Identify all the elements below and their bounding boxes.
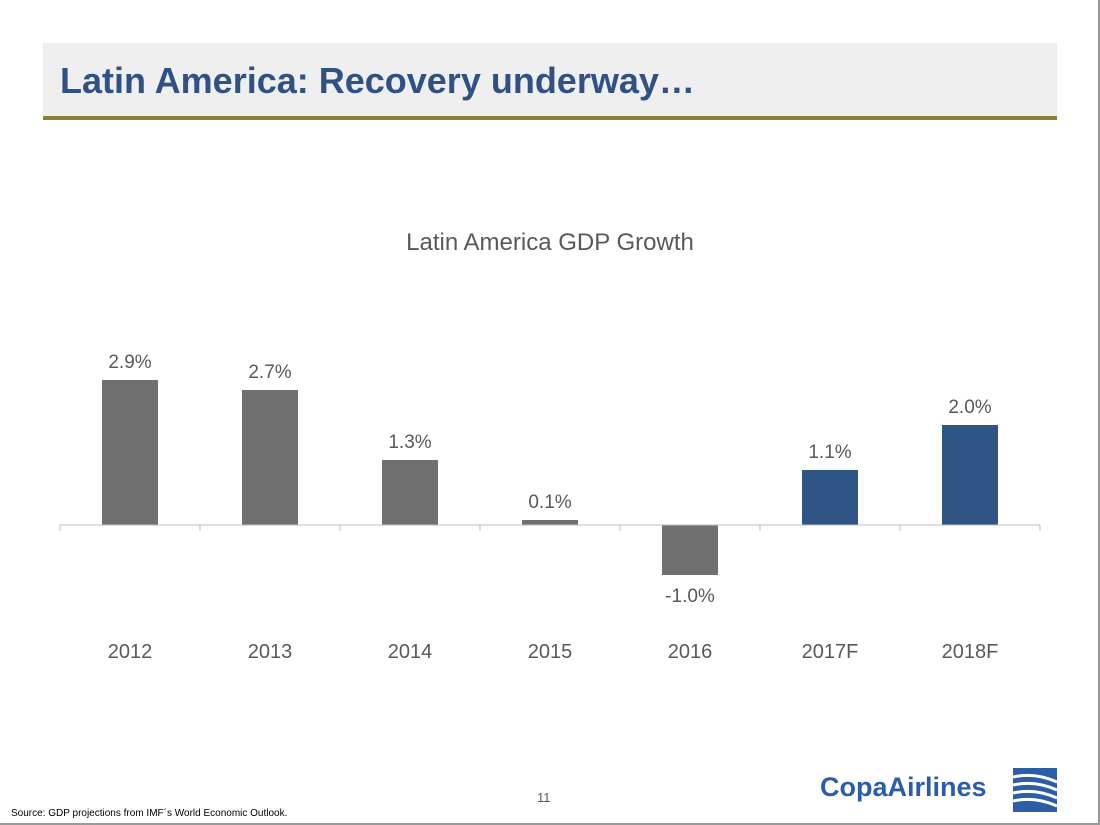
- x-tick-label-2015: 2015: [528, 641, 573, 663]
- title-bar: [43, 43, 1057, 116]
- title-rule: [43, 116, 1057, 120]
- data-label-2016: -1.0%: [665, 586, 715, 607]
- slide-title: Latin America: Recovery underway…: [60, 60, 695, 101]
- bar-2014: [382, 460, 438, 525]
- data-label-2017F: 1.1%: [808, 442, 851, 463]
- bar-2015: [522, 520, 578, 525]
- bar-2018F: [942, 425, 998, 525]
- bar-2013: [242, 390, 298, 525]
- bar-2017F: [802, 470, 858, 525]
- x-tick-label-2014: 2014: [388, 641, 433, 663]
- data-label-2018F: 2.0%: [948, 397, 991, 418]
- bar-2016: [662, 525, 718, 575]
- data-label-2015: 0.1%: [528, 492, 571, 513]
- source-note: Source: GDP projections from IMF´s World…: [11, 808, 288, 819]
- x-tick-label-2017F: 2017F: [802, 641, 859, 663]
- copa-wing-icon: [1013, 768, 1057, 812]
- x-tick-label-2012: 2012: [108, 641, 153, 663]
- bar-2012: [102, 380, 158, 525]
- bar-series: 2.9% 2.7% 1.3% 0.1% -1.0% 1.1% 2.0%: [102, 352, 998, 607]
- logo-wordmark: CopaAirlines: [820, 772, 987, 802]
- x-tick-label-2016: 2016: [668, 641, 713, 663]
- data-label-2012: 2.9%: [108, 352, 151, 373]
- x-tick-label-2013: 2013: [248, 641, 293, 663]
- page-number: 11: [537, 790, 551, 805]
- data-label-2014: 1.3%: [388, 432, 431, 453]
- data-label-2013: 2.7%: [248, 362, 291, 383]
- copa-airlines-logo: CopaAirlines: [820, 768, 1060, 812]
- x-axis: 2012 2013 2014 2015 2016 2017F 2018F: [59, 524, 1041, 663]
- chart-title: Latin America GDP Growth: [406, 229, 694, 256]
- x-tick-label-2018F: 2018F: [942, 641, 999, 663]
